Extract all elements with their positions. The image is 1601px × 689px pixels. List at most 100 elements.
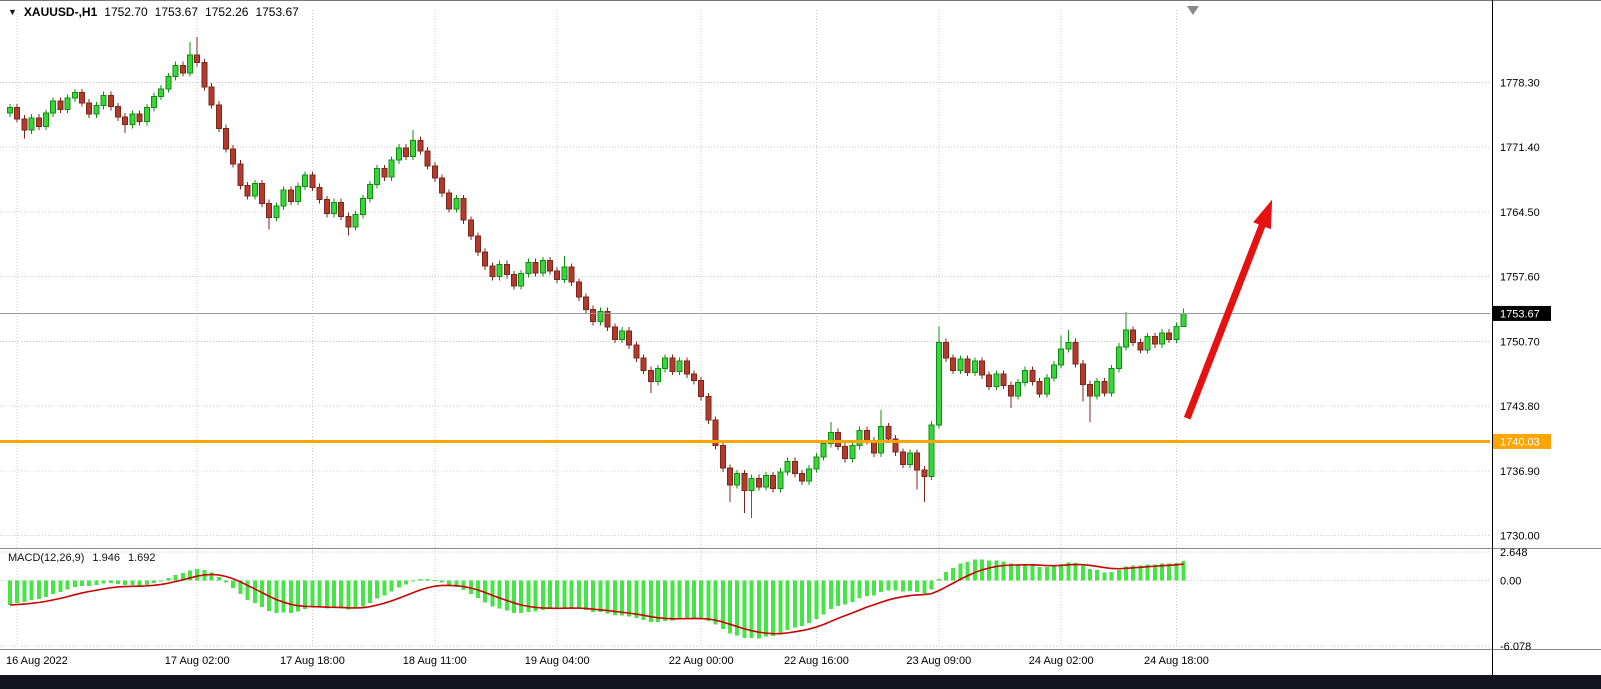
macd-bar (843, 580, 848, 605)
time-axis[interactable]: 16 Aug 2022 17 Aug 02:00 17 Aug 18:00 18 Au… (6, 655, 1209, 667)
candle (568, 266, 575, 283)
macd-bar (353, 580, 358, 609)
macd-signal-value: 1.692 (127, 552, 156, 564)
candle (561, 266, 568, 280)
candle (1079, 363, 1086, 386)
macd-bar (699, 580, 704, 619)
candle (302, 174, 309, 187)
macd-bar (663, 580, 668, 621)
trend-arrow[interactable] (1183, 199, 1273, 420)
candle (424, 150, 431, 167)
macd-bar (1044, 567, 1049, 581)
hline-price-tag-text: 1740.03 (1500, 436, 1540, 448)
bid-price-tag-text: 1753.67 (1500, 308, 1540, 320)
macd-bar (908, 580, 912, 592)
macd-bar (65, 580, 70, 590)
macd-bar (432, 580, 437, 581)
candle (395, 147, 402, 161)
symbol-dropdown-icon[interactable]: ▼ (8, 7, 17, 17)
candle (230, 148, 237, 165)
candle (1087, 384, 1093, 397)
macd-bar (80, 580, 84, 586)
price-axis-label: 1736.90 (1500, 466, 1540, 478)
candle (64, 97, 71, 110)
candle (619, 330, 625, 340)
candle (907, 452, 913, 465)
macd-bar (231, 580, 236, 588)
macd-bar (562, 580, 567, 608)
candle (179, 64, 186, 74)
candle (115, 106, 121, 118)
candle (1144, 336, 1151, 351)
candle (943, 341, 949, 359)
candle (604, 310, 611, 328)
macd-bar (274, 580, 279, 613)
macd-bar (396, 580, 401, 588)
candle (467, 219, 474, 237)
candle (237, 163, 244, 187)
macd-bar (605, 580, 610, 614)
macd-bar (944, 572, 948, 581)
macd-bar (29, 580, 34, 601)
candle (547, 260, 553, 272)
macd-bar (771, 580, 776, 637)
price-axis[interactable]: 1778.30 1771.40 1764.50 1757.60 1750.70 1743.… (1493, 77, 1551, 653)
macd-bar (310, 580, 315, 608)
macd-bar (1016, 564, 1020, 581)
candle (1159, 332, 1165, 345)
macd-bar (152, 580, 156, 583)
macd-bar (857, 580, 862, 599)
macd-histogram (8, 559, 1186, 639)
macd-bar (1030, 564, 1035, 581)
macd-bar (483, 580, 488, 603)
macd-bar (108, 580, 113, 584)
candle (921, 469, 928, 477)
macd-bar (1167, 563, 1172, 581)
candle (705, 396, 712, 421)
macd-bar (555, 580, 560, 610)
macd-bar (173, 574, 178, 581)
candle (35, 117, 42, 127)
candle (43, 112, 49, 127)
time-axis-label: 16 Aug 2022 (6, 655, 68, 667)
macd-bar (749, 580, 754, 639)
macd-bar (411, 580, 416, 582)
macd-bar (296, 580, 300, 612)
candle (957, 358, 964, 371)
macd-bar (987, 560, 992, 581)
hline-price-tag (1493, 433, 1551, 449)
candle (1115, 346, 1122, 370)
macd-bar (972, 559, 977, 581)
candle (1022, 369, 1029, 384)
candle (1000, 373, 1007, 386)
macd-bar (800, 580, 804, 626)
candle (554, 270, 561, 280)
candle (331, 201, 337, 215)
candle (914, 452, 921, 471)
candle (251, 183, 258, 197)
candle (266, 202, 273, 218)
macd-bar (706, 580, 711, 622)
candle (201, 62, 208, 88)
symbol-period-label: XAUUSD-,H1 (23, 5, 98, 19)
candle (813, 456, 820, 470)
macd-bar (44, 580, 48, 597)
macd-bar (260, 580, 264, 607)
chart-title: ▼ XAUUSD-,H1 1752.70 1753.67 1752.26 175… (8, 5, 299, 19)
candle (439, 177, 445, 194)
macd-bar (1102, 572, 1107, 581)
macd-bar (569, 580, 574, 608)
macd-bar (1008, 563, 1013, 581)
macd-bar (576, 580, 581, 609)
macd-bar (584, 580, 588, 610)
macd-bar (1174, 562, 1179, 581)
candle (388, 159, 395, 178)
candle (259, 183, 265, 204)
macd-bar (677, 580, 682, 619)
candle (849, 445, 856, 460)
candle (1123, 329, 1129, 348)
candle (539, 260, 546, 274)
macd-bar (1059, 564, 1064, 581)
